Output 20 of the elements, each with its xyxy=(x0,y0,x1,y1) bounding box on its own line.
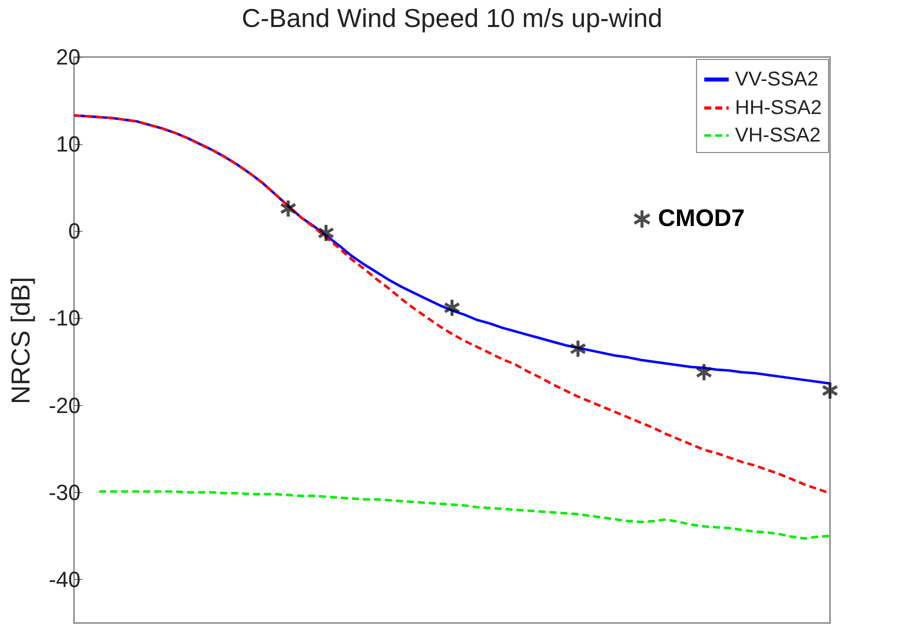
y-tick-label: 10 xyxy=(56,132,80,157)
y-tick-label: -20 xyxy=(48,392,80,418)
point xyxy=(569,339,587,358)
legend-label: CMOD7 xyxy=(658,205,745,232)
point xyxy=(695,362,713,382)
point xyxy=(280,198,297,218)
point xyxy=(443,298,461,318)
point xyxy=(821,380,839,400)
point xyxy=(317,223,335,242)
y-axis-title: NRCS [dB] xyxy=(6,276,36,404)
y-tick-label: -30 xyxy=(48,480,80,505)
y-tick-label: -10 xyxy=(48,306,80,331)
legend-label: VH-SSA2 xyxy=(735,124,821,146)
line-series xyxy=(98,490,830,540)
y-tick-label: 20 xyxy=(56,44,80,70)
legend-label: VV-SSA2 xyxy=(735,68,818,90)
y-tick-label: 0 xyxy=(68,218,80,244)
y-tick-label: -40 xyxy=(48,566,80,592)
chart-title: C-Band Wind Speed 10 m/s up-wind xyxy=(242,3,662,33)
legend-label: HH-SSA2 xyxy=(735,97,822,119)
